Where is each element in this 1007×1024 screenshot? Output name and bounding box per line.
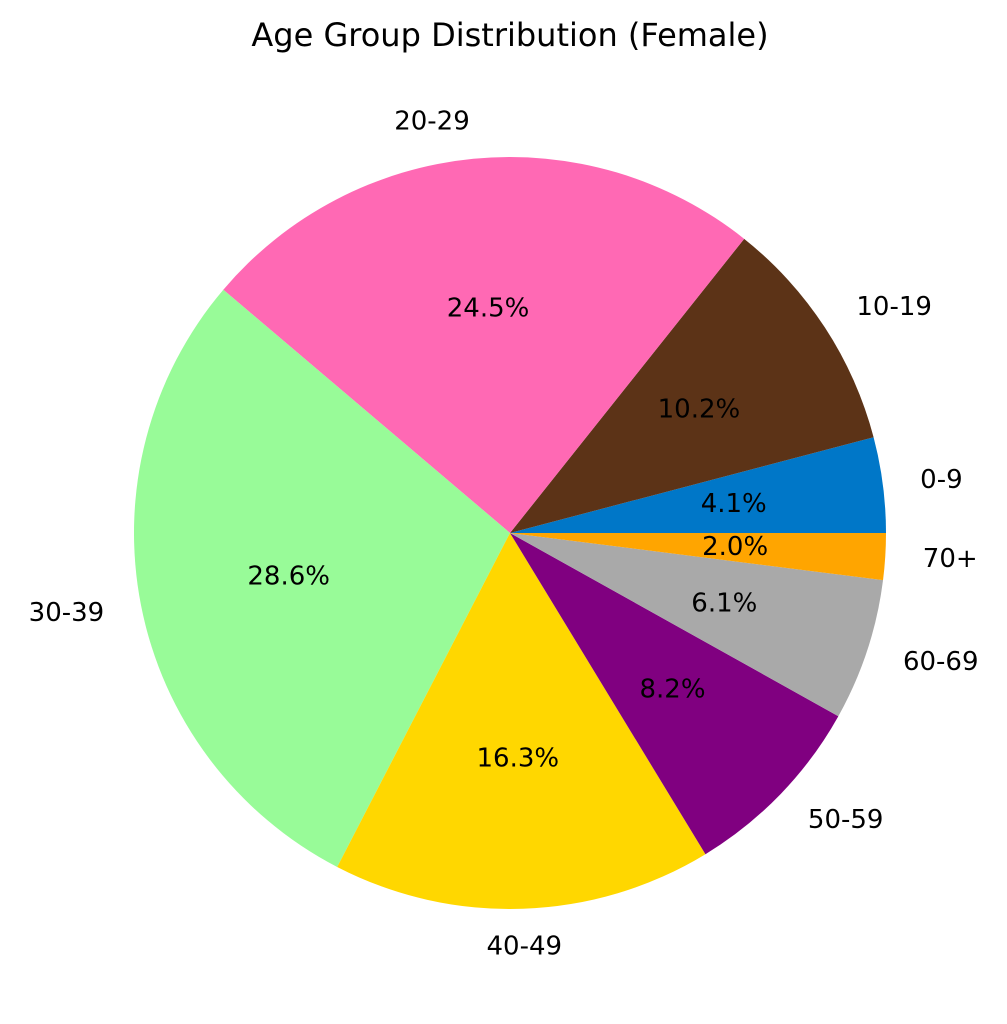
percent-label-30-39: 28.6%	[247, 562, 330, 592]
pie-slice-30-39	[134, 289, 511, 867]
category-label-0-9: 0-9	[920, 465, 962, 495]
category-label-40-49: 40-49	[487, 931, 563, 961]
category-label-50-59: 50-59	[808, 805, 884, 835]
pie-slice-70plus	[510, 533, 886, 581]
percent-label-0-9: 4.1%	[701, 489, 767, 519]
percent-label-20-29: 24.5%	[447, 293, 530, 323]
percent-labels: 4.1% 10.2% 24.5% 28.6% 16.3% 8.2% 6.1% 2.0%	[247, 293, 768, 773]
pie-slice-10-19	[510, 238, 874, 534]
percent-label-10-19: 10.2%	[658, 395, 741, 425]
pie-slice-50-59	[510, 533, 839, 855]
percent-label-70plus: 2.0%	[702, 532, 768, 562]
percent-label-50-59: 8.2%	[639, 674, 705, 704]
pie-slice-20-29	[223, 157, 745, 534]
category-label-60-69: 60-69	[903, 647, 979, 677]
pie-slice-40-49	[337, 533, 706, 909]
category-label-30-39: 30-39	[29, 598, 105, 628]
chart-title: Age Group Distribution (Female)	[251, 16, 768, 54]
pie-slice-0-9	[510, 437, 886, 533]
category-label-20-29: 20-29	[394, 106, 470, 136]
percent-label-60-69: 6.1%	[691, 588, 757, 618]
pie-slices	[134, 157, 886, 909]
percent-label-40-49: 16.3%	[476, 743, 559, 773]
category-label-70plus: 70+	[923, 544, 978, 574]
category-label-10-19: 10-19	[856, 292, 932, 322]
pie-slice-60-69	[510, 533, 884, 717]
category-labels: 0-9 10-19 20-29 30-39 40-49 50-59 60-69 70+	[29, 106, 979, 961]
